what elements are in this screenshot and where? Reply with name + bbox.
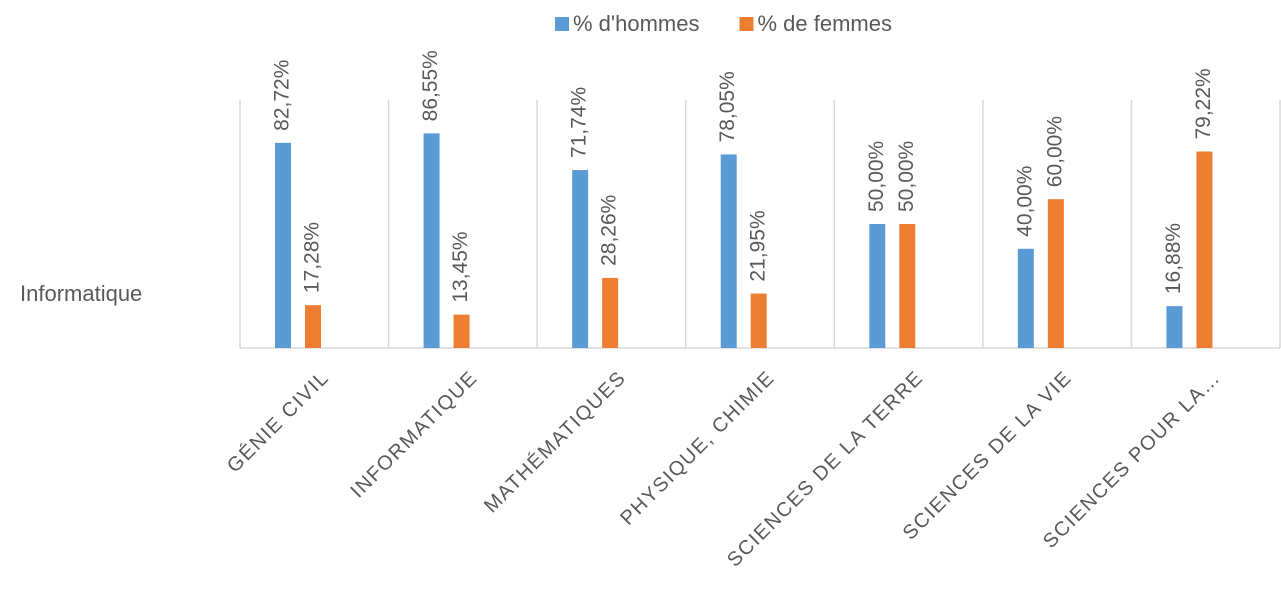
data-label: 60,00% [1043,116,1066,187]
bar [275,142,291,348]
data-label: 40,00% [1013,166,1036,237]
data-label: 78,05% [716,71,739,142]
x-tick-label: MATHÉMATIQUES [479,366,630,517]
data-label: 50,00% [865,141,888,212]
bar [1017,248,1034,348]
bar [1166,306,1183,348]
bar [720,154,737,348]
x-tick-label: SCIENCES DE LA VIE [899,367,1077,545]
bar [869,224,886,348]
bar [423,133,440,348]
bar [453,314,470,348]
legend-swatch [555,17,569,31]
data-label: 82,72% [271,60,294,131]
bar [572,170,589,348]
x-tick-label: PHYSIQUE, CHIMIE [616,367,779,530]
annotation: Informatique [20,281,142,306]
bar [602,277,619,348]
bar [1196,151,1213,348]
bar [305,305,321,348]
data-label: 79,22% [1192,68,1215,139]
data-label: 17,28% [301,222,324,293]
legend-label: % d'hommes [573,11,699,36]
legend-label: % de femmes [757,11,892,36]
x-tick-label: SCIENCES POUR LA… [1039,367,1225,553]
data-label: 21,95% [746,210,769,281]
x-tick-label: GÉNIE CIVIL [222,366,333,477]
legend-swatch [739,17,754,31]
data-label: 50,00% [895,141,918,212]
data-label: 71,74% [568,87,591,158]
x-tick-label: INFORMATIQUE [346,367,482,503]
bar [750,293,767,348]
data-label: 16,88% [1162,223,1185,294]
bar [1047,199,1064,348]
data-label: 86,55% [419,50,442,121]
data-label: 13,45% [449,231,472,302]
bar [899,224,916,348]
data-label: 28,26% [598,195,621,266]
